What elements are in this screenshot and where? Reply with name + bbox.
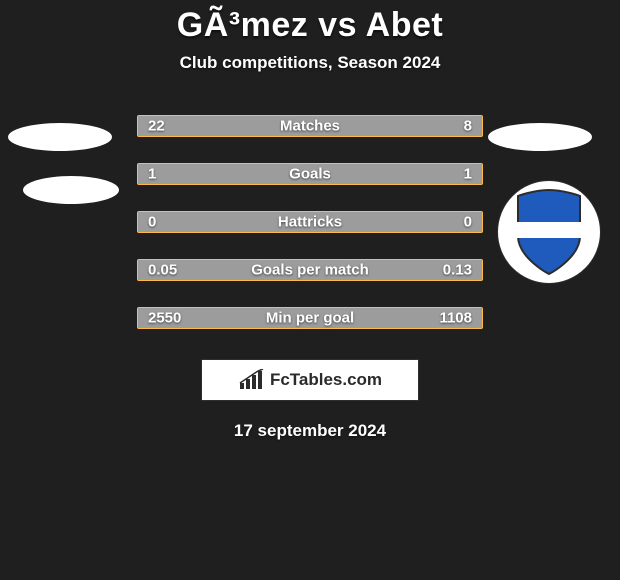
stat-value-left: 22 [148, 118, 165, 135]
bar-chart-icon [238, 369, 264, 391]
stat-label: Matches [280, 118, 340, 135]
stat-row: 0 0 Hattricks [137, 211, 483, 233]
stat-value-left: 2550 [148, 310, 181, 327]
stat-value-right: 1 [464, 166, 472, 183]
stat-bar-left [138, 116, 379, 136]
stat-value-left: 0 [148, 214, 156, 231]
stat-value-right: 1108 [439, 310, 472, 327]
source-logo[interactable]: FcTables.com [201, 359, 419, 401]
stat-value-left: 1 [148, 166, 156, 183]
stat-value-right: 0 [464, 214, 472, 231]
player-avatar-placeholder [23, 176, 119, 204]
player-avatar-placeholder [8, 123, 112, 151]
stat-label: Min per goal [266, 310, 354, 327]
stat-row: 0.05 0.13 Goals per match [137, 259, 483, 281]
shield-icon [510, 186, 588, 278]
stat-label: Hattricks [278, 214, 342, 231]
stat-value-left: 0.05 [148, 262, 177, 279]
stat-row: 2550 1108 Min per goal [137, 307, 483, 329]
source-logo-text: FcTables.com [270, 370, 382, 390]
stat-row: 22 8 Matches [137, 115, 483, 137]
comparison-card: GÃ³mez vs Abet Club competitions, Season… [0, 0, 620, 580]
page-title: GÃ³mez vs Abet [177, 6, 443, 45]
page-subtitle: Club competitions, Season 2024 [180, 53, 441, 73]
stat-value-right: 8 [464, 118, 472, 135]
stat-label: Goals [289, 166, 331, 183]
update-date: 17 september 2024 [234, 421, 386, 441]
stat-row: 1 1 Goals [137, 163, 483, 185]
stat-label: Goals per match [251, 262, 369, 279]
player-avatar-placeholder [488, 123, 592, 151]
stat-value-right: 0.13 [443, 262, 472, 279]
stat-bar-left [138, 164, 310, 184]
club-badge-right [497, 180, 601, 284]
stat-bar-right [310, 164, 482, 184]
